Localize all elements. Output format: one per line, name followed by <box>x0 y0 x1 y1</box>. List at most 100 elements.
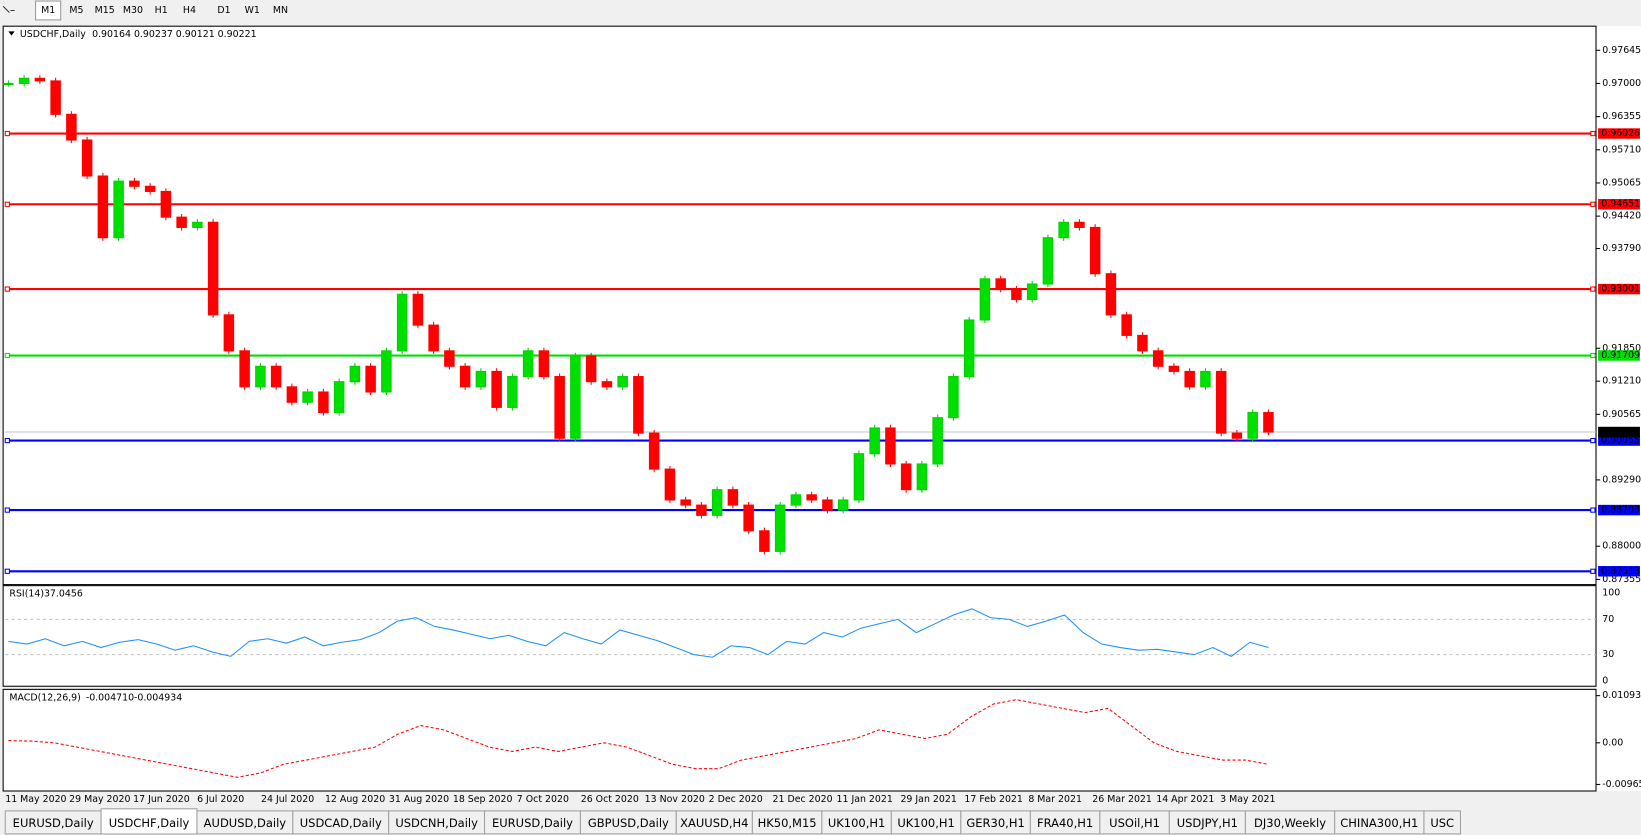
tab[interactable]: USDCAD,Daily <box>292 810 390 835</box>
current-tag <box>1598 426 1640 438</box>
tab[interactable]: AUDUSD,Daily <box>196 810 294 835</box>
price-label: 0.93790 <box>1602 243 1641 254</box>
tab-bg <box>1423 810 1461 835</box>
timeframe-button[interactable]: W1 <box>245 5 260 16</box>
tab[interactable]: GER30,H1 <box>960 810 1031 835</box>
tab[interactable]: USDJPY,H1 <box>1168 810 1246 835</box>
tab[interactable]: DJ30,Weekly <box>1244 810 1336 835</box>
candle <box>1231 429 1243 442</box>
date-label: 26 Oct 2020 <box>581 794 639 805</box>
candle <box>995 275 1006 293</box>
body <box>774 504 786 552</box>
tab-label[interactable]: USOil,H1 <box>1109 816 1160 830</box>
tab-label[interactable]: USC <box>1430 816 1454 830</box>
timeframe-button[interactable]: M1 <box>41 5 55 16</box>
date-label: 29 Jan 2021 <box>900 794 956 805</box>
tab-label[interactable]: EURUSD,Daily <box>13 816 94 830</box>
candle <box>444 347 455 370</box>
price-label: 0.97000 <box>1602 78 1641 89</box>
timeframe-button[interactable]: H1 <box>155 5 168 16</box>
level-label: 0.94651 <box>1601 199 1640 210</box>
timeframe-button[interactable]: H4 <box>183 5 196 16</box>
body <box>1042 237 1054 285</box>
tab-label[interactable]: USDCHF,Daily <box>109 816 190 830</box>
body <box>3 82 14 86</box>
tab[interactable]: UK100,H1 <box>890 810 962 835</box>
tab-label[interactable]: USDCAD,Daily <box>300 816 382 830</box>
candle <box>570 352 581 442</box>
candle <box>50 77 61 118</box>
candle <box>806 491 817 504</box>
tab-label[interactable]: XAUUSD,H4 <box>680 816 748 830</box>
price-label: 0.96355 <box>1602 111 1641 122</box>
tab[interactable]: GBPUSD,Daily <box>579 810 677 835</box>
body <box>192 221 203 228</box>
price-label: 0.87355 <box>1602 574 1641 585</box>
level-tag <box>1598 283 1640 295</box>
tab[interactable]: HK50,M15 <box>751 810 823 835</box>
body <box>648 432 660 470</box>
tab[interactable]: EURUSD,Daily <box>484 810 581 835</box>
macd-tick-label: -0.009653 <box>1602 779 1641 790</box>
body <box>34 77 46 82</box>
timeframe-button[interactable]: M5 <box>69 5 83 16</box>
tab[interactable]: CHINA300,H1 <box>1334 810 1425 835</box>
tab-label[interactable]: GER30,H1 <box>966 816 1024 830</box>
tab-label[interactable]: UK100,H1 <box>828 816 886 830</box>
level-label: 0.87513 <box>1601 566 1640 577</box>
body <box>160 190 172 218</box>
tab-label[interactable]: GBPUSD,Daily <box>588 816 669 830</box>
tab-label[interactable]: UK100,H1 <box>897 816 955 830</box>
tab-label[interactable]: USDJPY,H1 <box>1177 816 1238 830</box>
tab[interactable]: EURUSD,Daily <box>4 810 102 835</box>
macd-panel <box>2 688 1597 792</box>
body <box>554 376 565 439</box>
tab-label[interactable]: CHINA300,H1 <box>1340 816 1418 830</box>
date-label: 2 Dec 2020 <box>709 794 763 805</box>
body <box>270 365 282 388</box>
tab[interactable]: XAUUSD,H4 <box>675 810 753 835</box>
body <box>979 278 991 321</box>
tab[interactable]: USOil,H1 <box>1099 810 1170 835</box>
body <box>1168 365 1180 372</box>
timeframe-button[interactable]: D1 <box>217 5 230 16</box>
timeframe-button[interactable]: MN <box>273 5 288 16</box>
tab-label[interactable]: EURUSD,Daily <box>492 816 573 830</box>
body <box>507 376 518 408</box>
tab-label[interactable]: DJ30,Weekly <box>1254 816 1326 830</box>
tab-label[interactable]: HK50,M15 <box>758 816 817 830</box>
date-label: 21 Dec 2020 <box>773 794 833 805</box>
body <box>633 376 644 434</box>
tab-label[interactable]: FRA40,H1 <box>1037 816 1093 830</box>
candle <box>711 486 723 519</box>
tab[interactable]: USDCHF,Daily <box>100 808 198 835</box>
body <box>538 350 550 378</box>
tab-label[interactable]: USDCNH,Daily <box>395 816 478 830</box>
date-label: 7 Oct 2020 <box>517 794 569 805</box>
body <box>255 365 266 388</box>
body <box>50 80 61 115</box>
level-handle <box>1590 201 1596 207</box>
candle <box>318 388 329 416</box>
timeframe-button[interactable]: M30 <box>123 5 143 16</box>
candle <box>270 363 282 390</box>
candle <box>381 347 392 396</box>
body <box>963 319 975 378</box>
tab-label[interactable]: AUDUSD,Daily <box>204 816 287 830</box>
candle <box>144 183 156 195</box>
level-handle <box>1590 507 1596 513</box>
body <box>1137 334 1148 352</box>
body <box>176 216 187 228</box>
level-tag <box>1598 435 1640 446</box>
timeframe-button[interactable]: M15 <box>95 5 115 16</box>
body <box>1089 226 1101 275</box>
tab[interactable]: UK100,H1 <box>821 810 892 835</box>
price-label: 0.95710 <box>1602 144 1641 155</box>
candle <box>239 347 250 390</box>
tab[interactable]: FRA40,H1 <box>1029 810 1101 835</box>
macd-tick-label: 0.00 <box>1602 737 1623 748</box>
tab[interactable]: USDCNH,Daily <box>388 810 486 835</box>
tab[interactable]: USC <box>1423 810 1461 835</box>
macd-value: -0.004710 <box>86 692 134 703</box>
body <box>318 391 329 414</box>
